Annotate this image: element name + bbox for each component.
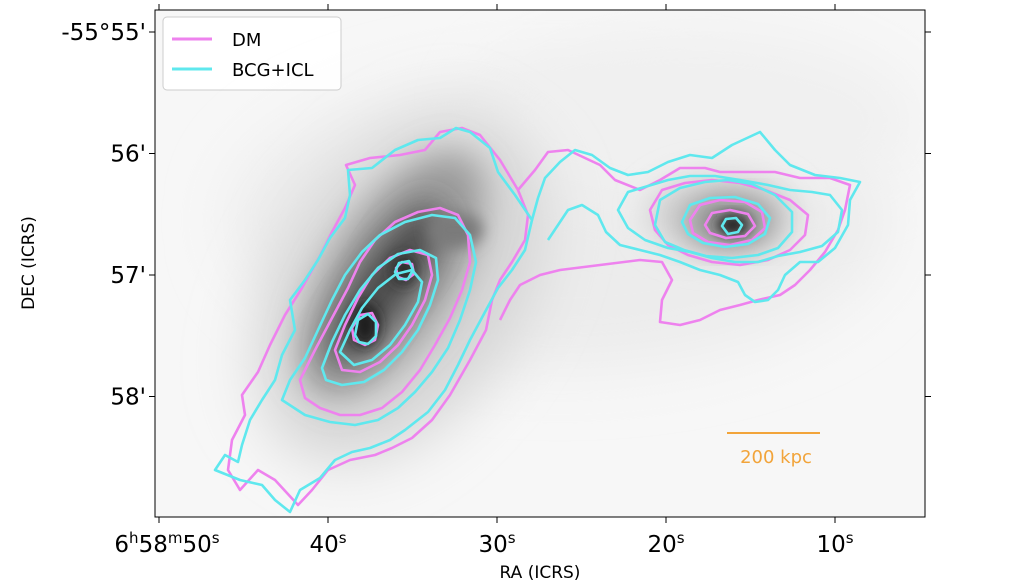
legend: DM BCG+ICL: [162, 16, 342, 91]
plot-frame: [154, 9, 926, 518]
y-tick-label: 56': [110, 142, 146, 168]
dm-contour-main-2: [298, 206, 472, 417]
icl-contour-sub-2: [680, 195, 772, 249]
icl-contour-sub-core: [720, 216, 744, 236]
y-axis-title: DEC (ICRS): [19, 216, 39, 310]
bcg-icl-contours: [213, 126, 862, 514]
legend-label-bcg-icl: BCG+ICL: [232, 60, 314, 81]
x-tick-label: 6h58m50s: [114, 529, 219, 558]
icl-contour-bridge: [530, 130, 862, 304]
dm-contour-main-3: [333, 248, 434, 374]
legend-box: [162, 16, 342, 91]
icl-contour-main-core2: [393, 259, 415, 281]
y-tick-label: 58': [110, 385, 146, 411]
y-tick-label: -55°55': [61, 20, 146, 46]
scalebar: 200 kpc: [727, 432, 820, 468]
icl-contour-main-2: [280, 213, 478, 427]
x-tick-label: 30s: [478, 529, 515, 558]
icl-contour-sub-outer: [653, 178, 794, 260]
legend-label-dm: DM: [232, 30, 261, 51]
x-axis-title: RA (ICRS): [500, 563, 581, 583]
dm-contour-bridge: [498, 148, 852, 327]
icl-contour-main-4: [338, 268, 424, 367]
y-axis: -55°55' 56' 57' 58': [61, 20, 931, 411]
plot-area: [155, 10, 925, 517]
y-tick-label: 57': [110, 263, 146, 289]
x-axis: 6h58m50s 40s 30s 20s 10s: [114, 4, 854, 558]
dm-contour-sub-2: [688, 198, 767, 247]
icl-contour-outer-main: [213, 126, 534, 514]
scalebar-label: 200 kpc: [740, 447, 812, 468]
x-tick-label: 20s: [647, 529, 684, 558]
x-tick-label: 10s: [816, 529, 853, 558]
icl-contour-main-core1: [353, 312, 378, 346]
dm-contour-sub-3: [703, 208, 757, 240]
dm-contour-outer-main: [226, 126, 530, 507]
x-tick-label: 40s: [309, 529, 346, 558]
icl-contour-main-3: [320, 248, 440, 387]
